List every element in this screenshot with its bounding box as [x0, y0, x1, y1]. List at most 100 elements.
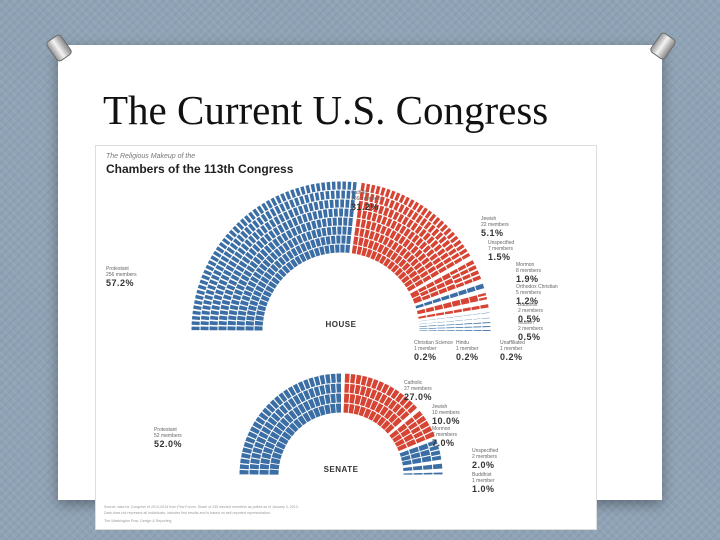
seat-mark-protestant	[271, 452, 282, 460]
seat-mark-protestant	[272, 227, 281, 236]
seat-mark-jewish	[457, 264, 467, 272]
seat-mark-protestant	[270, 197, 278, 207]
slice-label: Hindu	[456, 340, 469, 346]
seat-mark-protestant	[283, 413, 294, 424]
seat-mark-unspecified	[415, 303, 424, 309]
seat-mark-catholic	[374, 403, 384, 414]
seat-mark-jewish	[412, 295, 423, 304]
seat-mark-protestant	[245, 436, 256, 444]
slice-label: Christian Science	[414, 340, 453, 346]
seat-mark-protestant	[215, 264, 225, 272]
house-label: HOUSE	[326, 320, 357, 329]
seat-mark-jewish	[394, 438, 405, 447]
seat-mark-catholic	[408, 270, 418, 279]
seat-mark-protestant	[279, 203, 286, 212]
seat-mark-protestant	[297, 205, 304, 215]
seat-mark-protestant	[326, 227, 332, 236]
seat-mark-mormon	[429, 445, 440, 452]
seat-mark-christian-science	[446, 327, 455, 329]
seat-mark-protestant	[217, 260, 227, 268]
seat-mark-mormon	[411, 457, 422, 464]
seat-mark-protestant	[308, 388, 316, 398]
seat-mark-buddhist	[436, 318, 445, 320]
seat-mark-protestant	[192, 315, 201, 320]
slice-value: 57.2%	[106, 278, 134, 288]
seat-mark-catholic	[414, 225, 423, 235]
seat-mark-catholic	[343, 403, 349, 413]
seat-mark-protestant	[210, 255, 219, 263]
seat-mark-protestant	[297, 392, 306, 403]
slice-sublabel: 8 members	[516, 268, 542, 274]
slice-value: 1.0%	[472, 484, 495, 494]
seat-mark-mormon	[421, 455, 432, 463]
slice-label: Buddhist	[472, 472, 492, 478]
chart-image: The Religious Makeup of the Chambers of …	[95, 145, 597, 530]
seat-mark-protestant	[333, 208, 338, 217]
seat-mark-protestant	[325, 236, 331, 245]
seat-mark-protestant	[199, 279, 209, 286]
seat-mark-protestant	[347, 181, 352, 190]
seat-mark-catholic	[426, 249, 435, 258]
seat-mark-protestant	[330, 190, 335, 199]
seat-mark-protestant	[307, 398, 316, 409]
seat-mark-protestant	[344, 208, 349, 217]
seat-mark-protestant	[282, 242, 290, 252]
seat-mark-protestant	[244, 239, 253, 248]
seat-mark-protestant	[205, 289, 215, 296]
senate-hemicycle	[239, 373, 443, 475]
seat-mark-catholic	[398, 258, 407, 268]
seat-mark-catholic	[435, 232, 444, 241]
seat-mark-protestant	[300, 243, 307, 252]
seat-mark-protestant	[248, 305, 257, 311]
seat-mark-protestant	[274, 205, 282, 215]
seat-mark-protestant	[339, 208, 344, 217]
seat-mark-protestant	[273, 446, 284, 455]
seat-mark-unspecified	[423, 464, 433, 470]
seat-mark-catholic	[390, 264, 400, 273]
slice-label: Protestant	[106, 266, 129, 272]
seat-mark-catholic	[436, 248, 446, 257]
seat-mark-protestant	[218, 320, 227, 326]
seat-mark-protestant	[264, 441, 275, 450]
seat-mark-catholic	[375, 185, 381, 195]
seat-mark-muslim	[481, 317, 490, 319]
seat-mark-catholic	[359, 396, 368, 407]
seat-mark-protestant	[310, 239, 317, 249]
seat-mark-protestant	[345, 244, 351, 253]
seat-mark-jewish	[455, 282, 465, 288]
seat-mark-jewish	[449, 268, 459, 276]
seat-mark-protestant	[295, 187, 301, 197]
seat-mark-catholic	[381, 246, 390, 256]
seat-mark-protestant	[218, 279, 228, 286]
seat-mark-protestant	[336, 373, 341, 383]
seat-mark-protestant	[330, 393, 336, 404]
seat-mark-protestant	[259, 463, 270, 470]
seat-mark-protestant	[252, 447, 263, 454]
seat-mark-protestant	[284, 201, 291, 210]
slice-sublabel: 7 members	[432, 432, 458, 438]
seat-mark-protestant	[252, 256, 262, 265]
seat-mark-catholic	[356, 209, 362, 219]
seat-mark-protestant	[271, 412, 281, 422]
seat-mark-protestant	[318, 405, 326, 416]
slice-sublabel: 136 members	[351, 196, 382, 202]
seat-mark-catholic	[344, 383, 350, 393]
slice-sublabel: 22 members	[481, 222, 509, 228]
seat-mark-protestant	[296, 215, 304, 225]
seat-mark-hindu	[473, 330, 482, 331]
seat-mark-jewish	[416, 415, 427, 425]
seat-mark-catholic	[350, 374, 356, 384]
seat-mark-protestant	[239, 469, 249, 475]
seat-mark-catholic	[397, 213, 405, 223]
seat-mark-protestant	[273, 216, 281, 225]
seat-mark-jewish	[426, 281, 435, 289]
seat-mark-protestant	[245, 320, 254, 326]
seat-mark-protestant	[210, 310, 219, 316]
seat-mark-protestant	[220, 304, 230, 311]
seat-mark-orthodox-christian	[480, 304, 489, 309]
slice-sublabel: 2 members	[518, 308, 544, 314]
seat-mark-protestant	[224, 289, 234, 296]
seat-mark-orthodox-christian	[453, 309, 462, 313]
seat-mark-buddhist	[423, 472, 433, 475]
